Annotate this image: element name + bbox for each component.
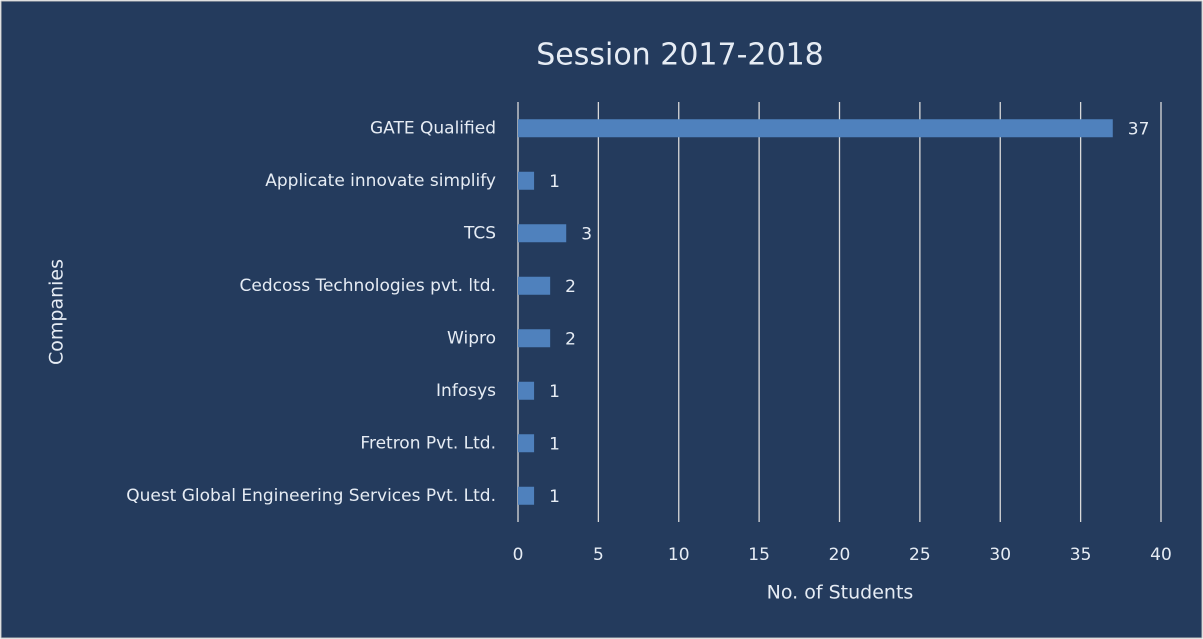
y-axis-title: Companies: [46, 259, 68, 365]
x-tick-label: 15: [748, 545, 770, 565]
data-label: 1: [549, 434, 560, 454]
bar: [518, 381, 535, 400]
data-label: 37: [1128, 119, 1150, 139]
bar: [518, 171, 535, 190]
y-tick-label: Fretron Pvt. Ltd.: [360, 433, 496, 453]
x-tick-label: 10: [668, 545, 690, 565]
x-tick-label: 25: [909, 545, 931, 565]
data-label: 1: [549, 487, 560, 507]
x-tick-label: 5: [593, 545, 604, 565]
bar: [518, 434, 535, 453]
x-axis-title: No. of Students: [767, 582, 914, 604]
x-tick-label: 30: [989, 545, 1011, 565]
x-tick-label: 0: [513, 545, 524, 565]
data-label: 2: [565, 277, 576, 297]
y-tick-label: GATE Qualified: [370, 118, 496, 138]
data-label: 3: [581, 224, 592, 244]
bar: [518, 119, 1113, 138]
data-label: 2: [565, 329, 576, 349]
x-tick-label: 20: [829, 545, 851, 565]
x-tick-label: 35: [1070, 545, 1092, 565]
data-label: 1: [549, 382, 560, 402]
bar: [518, 329, 551, 348]
y-tick-label: Applicate innovate simplify: [265, 171, 496, 191]
y-tick-label: Cedcoss Technologies pvt. ltd.: [239, 276, 496, 296]
data-label: 1: [549, 172, 560, 192]
y-tick-label: Wipro: [447, 328, 496, 348]
y-tick-label: Infosys: [436, 381, 496, 401]
chart-title: Session 2017-2018: [536, 38, 824, 73]
x-tick-label: 40: [1150, 545, 1172, 565]
bar: [518, 276, 551, 295]
bar: [518, 224, 567, 243]
y-tick-label: TCS: [463, 223, 496, 243]
bar: [518, 486, 535, 505]
y-tick-label: Quest Global Engineering Services Pvt. L…: [126, 486, 496, 506]
